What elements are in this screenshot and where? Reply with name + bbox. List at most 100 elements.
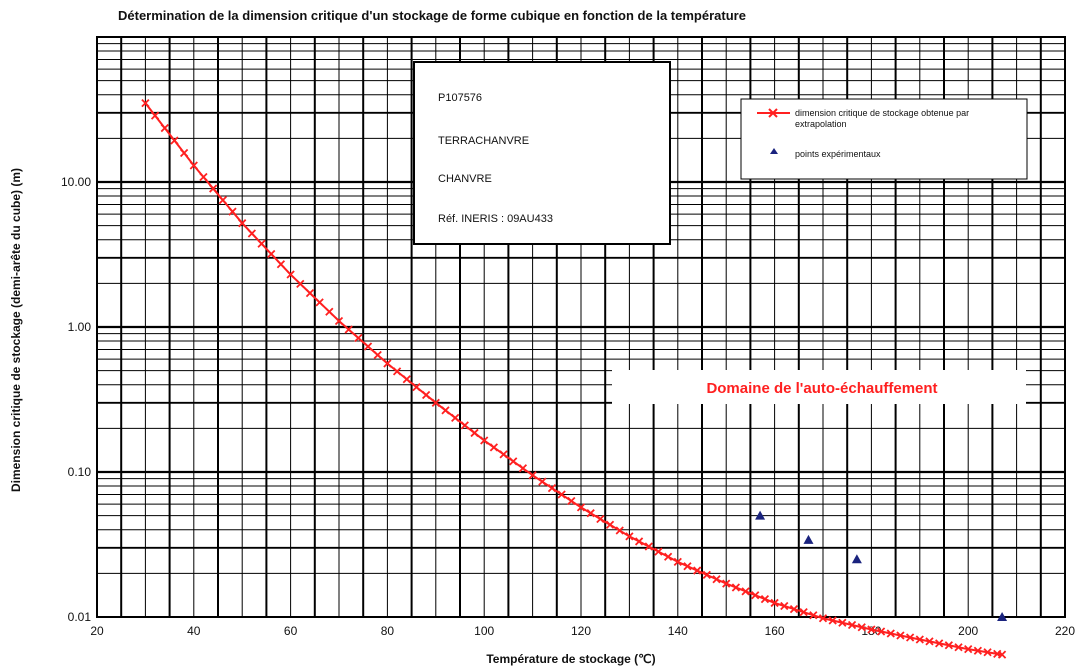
extrapolation-point-marker [470, 428, 479, 438]
x-tick-label: 60 [284, 624, 298, 638]
extrapolation-point-marker [209, 184, 218, 193]
extrapolation-point-marker [267, 249, 276, 259]
series-extrapolation [141, 98, 1007, 659]
extrapolation-point-marker [741, 587, 750, 596]
extrapolation-point-marker [238, 219, 247, 228]
chart-grid [97, 37, 1065, 617]
x-tick-label: 220 [1055, 624, 1075, 638]
extrapolation-point-marker [886, 629, 895, 638]
extrapolation-point-marker [141, 98, 150, 108]
extrapolation-point-marker [363, 342, 373, 351]
extrapolation-point-marker [997, 650, 1007, 659]
extrapolation-point-marker [189, 161, 198, 170]
extrapolation-point-marker [150, 111, 160, 120]
extrapolation-point-marker [789, 604, 799, 614]
extrapolation-point-marker [441, 406, 450, 415]
extrapolation-point-marker [634, 537, 644, 546]
extrapolation-point-marker [973, 646, 983, 655]
extrapolation-point-marker [296, 279, 305, 288]
extrapolation-point-marker [712, 575, 721, 584]
chart-title: Détermination de la dimension critique d… [118, 8, 746, 23]
extrapolation-point-marker [557, 490, 566, 499]
extrapolation-point-marker [751, 591, 760, 600]
legend-triangle-marker [770, 148, 778, 154]
extrapolation-point-marker [354, 333, 363, 343]
extrapolation-point-marker [383, 359, 392, 368]
y-tick-label: 1.00 [68, 320, 92, 334]
extrapolation-point-marker [954, 643, 963, 652]
extrapolation-point-marker [780, 601, 789, 611]
x-tick-label: 120 [571, 624, 591, 638]
extrapolation-point-marker [615, 526, 624, 535]
extrapolation-point-marker [518, 464, 528, 473]
extrapolation-point-marker [451, 413, 460, 423]
extrapolation-point-marker [663, 552, 673, 561]
extrapolation-point-marker [683, 562, 692, 571]
extrapolation-point-marker [605, 520, 615, 529]
x-axis-label: Température de stockage (℃) [486, 652, 655, 666]
plot-area [96, 36, 1066, 618]
extrapolation-point-marker [586, 509, 595, 518]
y-tick-label: 10.00 [61, 175, 91, 189]
extrapolation-point-marker [760, 594, 770, 604]
extrapolation-point-marker [218, 195, 227, 205]
x-tick-label: 20 [90, 624, 104, 638]
extrapolation-point-marker [286, 270, 295, 279]
domain-annotation-label: Domaine de l'auto-échauffement [706, 380, 937, 397]
extrapolation-point-marker [838, 618, 847, 627]
extrapolation-point-marker [935, 639, 944, 648]
extrapolation-point-marker [944, 641, 953, 650]
extrapolation-point-marker [818, 614, 828, 623]
info-line-material: CHANVRE [438, 173, 492, 185]
extrapolation-point-marker [276, 260, 286, 269]
extrapolation-point-marker [576, 503, 586, 512]
extrapolation-point-marker [567, 496, 576, 506]
extrapolation-point-marker [257, 239, 266, 248]
extrapolation-point-marker [480, 436, 489, 445]
extrapolation-point-marker [915, 635, 924, 644]
info-box-frame [413, 61, 671, 245]
extrapolation-point-marker [828, 616, 837, 625]
extrapolation-point-marker [392, 367, 402, 376]
y-tick-label: 0.10 [68, 465, 92, 479]
experimental-point-marker [803, 534, 814, 544]
extrapolation-point-marker [499, 450, 508, 459]
extrapolation-point-marker [315, 298, 324, 307]
extrapolation-point-marker [460, 421, 469, 430]
info-line-product: P107576 [438, 92, 482, 104]
extrapolation-point-marker [305, 288, 315, 298]
extrapolation-point-marker [160, 123, 169, 133]
extrapolation-point-marker [693, 566, 702, 575]
legend-label-extrapolation-line1: dimension critique de stockage obtenue p… [795, 108, 969, 118]
extrapolation-point-marker [170, 136, 179, 145]
extrapolation-point-marker [547, 483, 557, 493]
x-axis-ticks: 20 40 60 80 100 120 140 160 180 200 220 [90, 624, 1075, 638]
extrapolation-point-marker [625, 532, 634, 541]
extrapolation-point-marker [489, 443, 499, 452]
info-box: P107576 TERRACHANVRE CHANVRE Réf. INERIS… [413, 61, 671, 245]
legend: dimension critique de stockage obtenue p… [740, 98, 1028, 180]
extrapolation-point-marker [702, 570, 711, 580]
extrapolation-point-marker [228, 207, 237, 216]
extrapolation-point-marker [373, 350, 382, 360]
info-line-reference: Réf. INERIS : 09AU433 [438, 213, 553, 225]
extrapolation-point-marker [344, 325, 353, 334]
extrapolation-point-marker [847, 620, 857, 630]
x-tick-label: 160 [765, 624, 785, 638]
extrapolation-point-marker [770, 598, 779, 608]
extrapolation-point-marker [867, 625, 876, 634]
extrapolation-point-marker [334, 316, 344, 326]
extrapolation-point-marker [799, 608, 808, 617]
extrapolation-point-marker [896, 631, 905, 640]
extrapolation-point-marker [925, 637, 934, 646]
domain-annotation-background [612, 370, 1026, 404]
x-tick-label: 80 [381, 624, 395, 638]
y-tick-label: 0.01 [68, 610, 92, 624]
extrapolation-point-marker [983, 648, 992, 657]
x-tick-label: 140 [668, 624, 688, 638]
experimental-point-marker [755, 510, 766, 520]
y-axis-label: Dimension critique de stockage (demi-arê… [9, 168, 23, 492]
extrapolation-point-marker [528, 471, 537, 480]
x-tick-label: 40 [187, 624, 201, 638]
extrapolation-point-marker [876, 627, 886, 636]
